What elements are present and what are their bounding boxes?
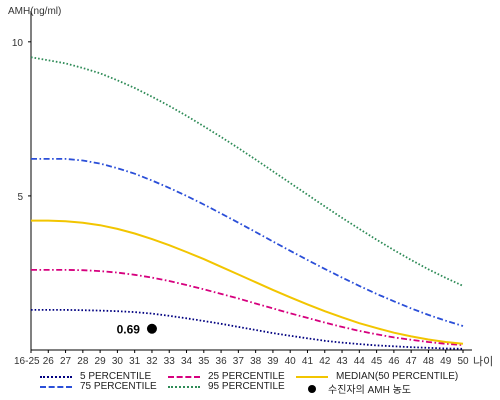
x-tick-label: 38 — [250, 356, 262, 367]
y-axis-label: AMH(ng/ml) — [8, 6, 61, 17]
x-tick-label: 27 — [60, 356, 72, 367]
x-tick-label: 32 — [146, 356, 158, 367]
x-tick-label: 42 — [319, 356, 331, 367]
series-line-4 — [30, 56, 464, 287]
series-line-3 — [31, 219, 464, 345]
x-tick-label: 41 — [302, 356, 314, 367]
x-tick-label: 45 — [371, 356, 383, 367]
x-tick-label: 28 — [77, 356, 89, 367]
x-tick-label: 31 — [129, 356, 141, 367]
x-tick-label: 48 — [423, 356, 435, 367]
x-tick-label: 34 — [181, 356, 193, 367]
series-line-1 — [31, 268, 464, 346]
patient-amh-point — [146, 323, 157, 334]
series-line-0 — [31, 308, 464, 350]
x-axis-label: 나이 — [473, 355, 493, 368]
y-tick-label: 5 — [17, 192, 23, 203]
x-tick-label: 50 — [457, 356, 469, 367]
x-tick-label: 40 — [285, 356, 297, 367]
patient-amh-label: 0.69 — [117, 323, 141, 337]
y-tick-label: 10 — [12, 38, 24, 49]
x-tick-label: 47 — [406, 356, 418, 367]
x-tick-label: 33 — [164, 356, 176, 367]
x-tick-label: 49 — [440, 356, 452, 367]
x-tick-label: 44 — [354, 356, 366, 367]
x-tick-label: 39 — [267, 356, 279, 367]
x-tick-label: 43 — [336, 356, 348, 367]
x-tick-label: 30 — [112, 356, 124, 367]
x-tick-label: 36 — [216, 356, 228, 367]
x-tick-label: 29 — [95, 356, 107, 367]
marker-layer: 0.69 — [117, 323, 157, 337]
x-tick-label: 46 — [388, 356, 400, 367]
x-tick-label: 35 — [198, 356, 210, 367]
series-layer — [30, 56, 464, 350]
x-tick-label: 16-25 — [14, 356, 40, 367]
x-tick-label: 26 — [43, 356, 55, 367]
x-tick-label: 37 — [233, 356, 245, 367]
series-line-2 — [31, 157, 464, 327]
axes: AMH(ng/ml) 나이 5 10 16-25 26 27 28 29 30 31 32 33 34 35… — [8, 6, 493, 368]
